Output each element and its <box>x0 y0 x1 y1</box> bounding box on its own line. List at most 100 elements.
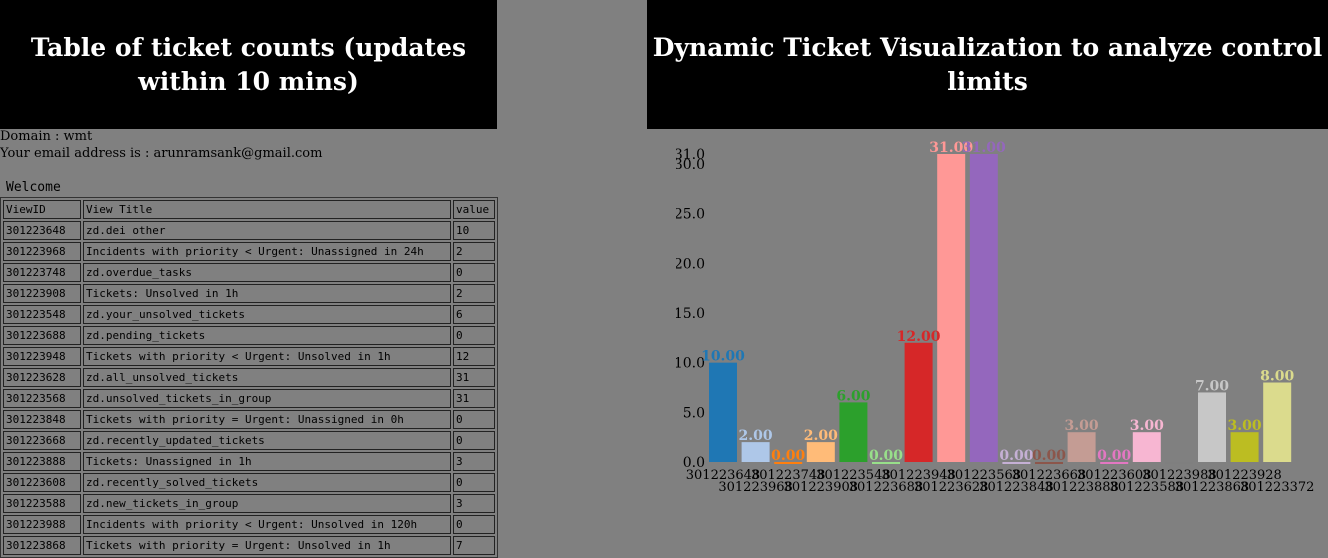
table-row: 301223628 zd.all_unsolved_tickets 31 <box>3 368 495 387</box>
bar-value-labels: 10.00 2.00 0.00 2.00 6.00 0.00 12.00 31.0031.00… <box>701 140 1294 464</box>
y-tick-label: 31.0 <box>676 147 705 163</box>
y-tick-label: 20.0 <box>676 256 705 272</box>
bar <box>937 154 966 462</box>
table-row: 301223968 Incidents with priority < Urgen… <box>3 242 495 261</box>
bar-value-label: 0.00 <box>771 448 805 464</box>
x-tick-label: 301223628 <box>914 480 988 495</box>
y-tick-label: 15.0 <box>676 306 705 322</box>
cell-view-title: zd.recently_solved_tickets <box>83 473 451 492</box>
bar-value-label: 3.00 <box>1065 418 1099 434</box>
domain-line: Domain : wmt <box>0 129 93 144</box>
header-viewid: ViewID <box>3 200 81 219</box>
x-tick-label: 301223372 <box>1240 480 1314 495</box>
cell-view-title: Tickets with priority = Urgent: Unassign… <box>83 410 451 429</box>
bar-value-label: 2.00 <box>804 428 838 444</box>
table-row: 301223688 zd.pending_tickets 0 <box>3 326 495 345</box>
cell-value: 12 <box>453 347 495 366</box>
cell-value: 2 <box>453 284 495 303</box>
bar <box>969 154 998 462</box>
bar <box>1132 432 1161 462</box>
cell-view-title: zd.unsolved_tickets_in_group <box>83 389 451 408</box>
cell-viewid: 301223948 <box>3 347 81 366</box>
table-row: 301223948 Tickets with priority < Urgent:… <box>3 347 495 366</box>
bar-value-label: 0.00 <box>1097 448 1131 464</box>
x-tick-label: 301223988 <box>1142 468 1216 483</box>
table-panel-title: Table of ticket counts (updates within 1… <box>0 0 497 129</box>
header-view-title: View Title <box>83 200 451 219</box>
cell-view-title: zd.all_unsolved_tickets <box>83 368 451 387</box>
cell-view-title: Incidents with priority < Urgent: Unsolv… <box>83 515 451 534</box>
bar <box>709 362 737 462</box>
table-header: ViewID View Title value <box>3 200 495 219</box>
x-tick-label: 301223588 <box>1110 480 1184 495</box>
bar-value-label: 2.00 <box>739 428 773 444</box>
bar-value-label: 3.00 <box>1228 418 1262 434</box>
cell-value: 3 <box>453 494 495 513</box>
y-tick-label: 25.0 <box>676 207 705 223</box>
table-row: 301223748 zd.overdue_tasks 0 <box>3 263 495 282</box>
cell-viewid: 301223968 <box>3 242 81 261</box>
x-tick-label: 301223908 <box>784 480 858 495</box>
cell-viewid: 301223608 <box>3 473 81 492</box>
bar <box>1165 462 1194 464</box>
table-row: 301223568 zd.unsolved_tickets_in_group 31 <box>3 389 495 408</box>
cell-view-title: Tickets: Unsolved in 1h <box>83 284 451 303</box>
cell-value: 0 <box>453 263 495 282</box>
cell-viewid: 301223848 <box>3 410 81 429</box>
cell-value: 0 <box>453 431 495 450</box>
cell-viewid: 301223568 <box>3 389 81 408</box>
x-tick-label: 301223848 <box>979 480 1053 495</box>
bar-value-label: 0.00 <box>1032 448 1066 464</box>
x-tick-label: 301223608 <box>1077 468 1151 483</box>
table-row: 301223668 zd.recently_updated_tickets 0 <box>3 431 495 450</box>
cell-view-title: Tickets with priority < Urgent: Unsolved… <box>83 347 451 366</box>
bars <box>709 154 1292 464</box>
x-tick-label: 301223688 <box>849 480 923 495</box>
bar <box>872 462 900 464</box>
bar-value-label: 10.00 <box>701 349 745 365</box>
cell-viewid: 301223548 <box>3 305 81 324</box>
cell-viewid: 301223908 <box>3 284 81 303</box>
table-row: 301223648 zd.dei other 10 <box>3 221 495 240</box>
y-tick-label: 10.0 <box>676 356 705 372</box>
table-row: 301223908 Tickets: Unsolved in 1h 2 <box>3 284 495 303</box>
cell-viewid: 301223688 <box>3 326 81 345</box>
cell-value: 0 <box>453 410 495 429</box>
table-row: 301223548 zd.your_unsolved_tickets 6 <box>3 305 495 324</box>
y-tick-label: 5.0 <box>683 405 705 421</box>
cell-view-title: zd.your_unsolved_tickets <box>83 305 451 324</box>
bar-value-label: 7.00 <box>1195 378 1229 394</box>
table-row: 301223988 Incidents with priority < Urgen… <box>3 515 495 534</box>
cell-value: 2 <box>453 242 495 261</box>
cell-view-title: Incidents with priority < Urgent: Unassi… <box>83 242 451 261</box>
cell-value: 0 <box>453 515 495 534</box>
cell-viewid: 301223748 <box>3 263 81 282</box>
y-tick-label: 0.0 <box>683 455 705 471</box>
x-tick-label: 301223648 <box>686 468 760 483</box>
bar <box>741 442 770 462</box>
cell-value: 6 <box>453 305 495 324</box>
ticket-bar-chart: 0.0 5.0 10.0 15.0 20.0 25.0 30.031.0 10.00 2.00… <box>676 140 1314 495</box>
cell-view-title: zd.overdue_tasks <box>83 263 451 282</box>
table-row: 301223868 Tickets with priority = Urgent:… <box>3 536 495 555</box>
cell-viewid: 301223588 <box>3 494 81 513</box>
x-tick-label: 301223548 <box>816 468 890 483</box>
bar <box>1002 462 1031 464</box>
bar-value-label: 31.00 <box>962 140 1006 156</box>
email-line: Your email address is : arunramsank@gmai… <box>0 146 323 161</box>
bar <box>904 342 933 462</box>
cell-viewid: 301223668 <box>3 431 81 450</box>
bar <box>839 402 868 462</box>
bar-value-label: 8.00 <box>1260 369 1294 385</box>
x-tick-label: 301223748 <box>751 468 825 483</box>
cell-value: 7 <box>453 536 495 555</box>
cell-view-title: zd.new_tickets_in_group <box>83 494 451 513</box>
bar-value-label: 0.00 <box>869 448 903 464</box>
x-tick-label: 301223948 <box>881 468 955 483</box>
table-header-row: ViewID View Title value <box>3 200 495 219</box>
welcome-text: Welcome <box>6 180 61 195</box>
cell-value: 0 <box>453 473 495 492</box>
bar <box>1198 392 1226 462</box>
cell-view-title: Tickets with priority = Urgent: Unsolved… <box>83 536 451 555</box>
header-value: value <box>453 200 495 219</box>
